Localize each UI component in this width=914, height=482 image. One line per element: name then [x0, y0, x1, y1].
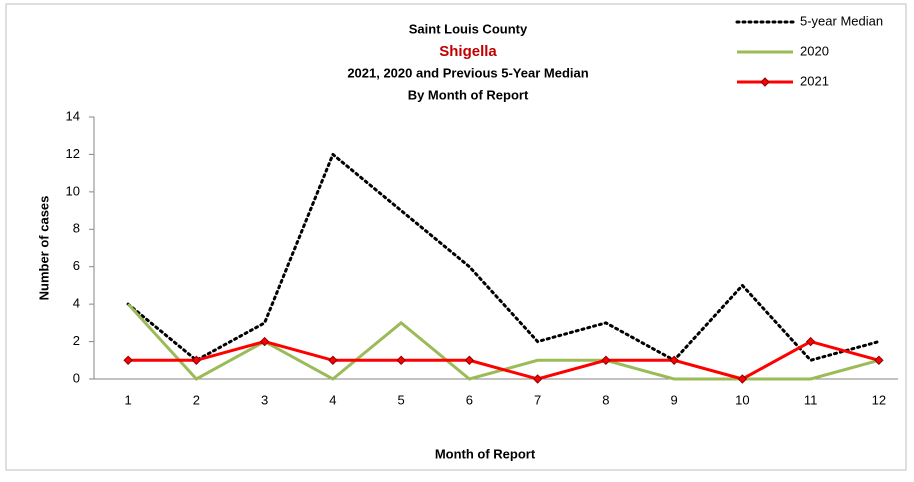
x-tick-label: 1 — [125, 392, 132, 407]
x-tick-label: 5 — [398, 392, 405, 407]
marker — [464, 355, 475, 365]
x-tick-label: 3 — [261, 392, 268, 407]
series-line — [128, 339, 880, 381]
y-tick-label: 6 — [73, 258, 80, 273]
x-tick-label: 2 — [193, 392, 200, 407]
x-tick-label: 10 — [735, 392, 749, 407]
chart-title: Saint Louis County — [409, 21, 528, 36]
legend-marker — [760, 77, 770, 87]
y-tick-label: 0 — [73, 370, 80, 385]
marker — [669, 355, 679, 365]
x-tick-label: 6 — [466, 392, 473, 407]
x-tick-label: 8 — [602, 392, 609, 407]
y-tick-label: 2 — [73, 333, 80, 348]
marker — [737, 374, 748, 384]
marker — [259, 336, 270, 347]
y-tick-label: 4 — [73, 296, 80, 311]
marker — [874, 355, 884, 365]
legend-label: 5-year Median — [800, 13, 883, 28]
chart-title-line: By Month of Report — [408, 87, 529, 102]
x-tick-label: 4 — [329, 392, 336, 407]
series-line — [126, 151, 881, 363]
marker — [805, 336, 816, 347]
marker — [601, 355, 611, 365]
y-tick-label: 8 — [73, 221, 80, 236]
marker — [191, 355, 202, 365]
marker — [123, 355, 133, 365]
y-tick-label: 12 — [66, 146, 80, 161]
y-tick-label: 10 — [66, 183, 80, 198]
chart-subtitle: Shigella — [439, 43, 497, 60]
x-axis-label: Month of Report — [435, 446, 536, 461]
x-tick-label: 9 — [671, 392, 678, 407]
x-tick-label: 7 — [534, 392, 541, 407]
x-tick-label: 11 — [804, 392, 818, 407]
marker — [328, 355, 338, 365]
y-axis-label: Number of cases — [36, 196, 51, 301]
x-tick-label: 12 — [872, 392, 886, 407]
y-tick-label: 14 — [66, 108, 80, 123]
chart-title-line: 2021, 2020 and Previous 5-Year Median — [347, 65, 588, 80]
legend-label: 2021 — [800, 73, 829, 88]
legend-label: 2020 — [800, 43, 829, 58]
marker — [532, 374, 543, 384]
marker — [396, 355, 406, 365]
